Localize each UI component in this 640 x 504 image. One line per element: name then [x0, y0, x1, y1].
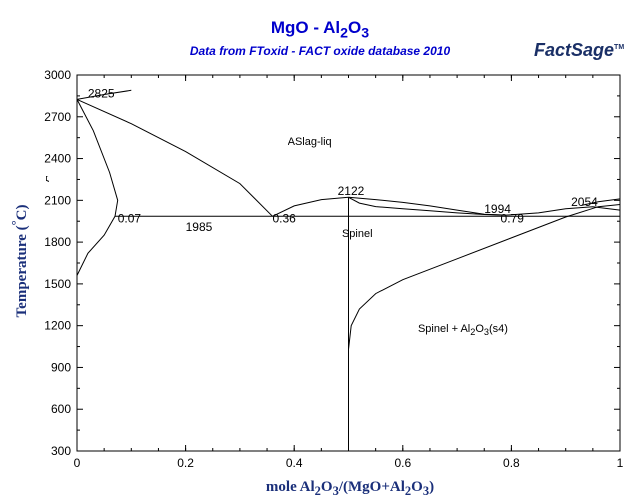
phase-boundary-8 — [76, 89, 132, 100]
chart-title: MgO - Al2O3 — [270, 18, 370, 42]
y-tick-label: 2700 — [44, 110, 71, 124]
x-tick-label: 0.6 — [394, 456, 411, 470]
y-tick-label: 300 — [51, 444, 71, 458]
y-tick-label: 2100 — [44, 193, 71, 207]
phase-boundary-7 — [76, 99, 119, 276]
point-annotation: 2825 — [88, 86, 115, 100]
point-annotation: 2122 — [338, 184, 365, 198]
x-tick-label: 0 — [74, 456, 81, 470]
region-label: AMonoxide — [46, 176, 52, 182]
region-labels: ASlag-liq Spinel Spinel + Al2O3(s4) AMonoxi… — [46, 86, 598, 337]
y-tick-label: 1800 — [44, 235, 71, 249]
y-tick-label: 3000 — [44, 68, 71, 82]
logo-text: FactSage — [534, 40, 615, 60]
phase-boundary-1 — [76, 98, 273, 217]
point-annotation: 0.36 — [272, 212, 296, 226]
y-axis-label: Temperature (°C) — [9, 204, 30, 318]
point-annotation: 0.79 — [501, 212, 525, 226]
phase-boundary-4 — [348, 204, 621, 350]
y-tick-label: 900 — [51, 360, 71, 374]
y-tick-label: 600 — [51, 402, 71, 416]
axis-ticks: 0 0.2 0.4 0.6 0.8 1 300 600 900 1200 1500 1800 2100 2… — [44, 68, 623, 470]
phase-boundary-2 — [272, 196, 621, 217]
point-annotation: 2054 — [571, 195, 598, 209]
region-label: Spinel — [342, 228, 373, 240]
phase-boundary-3 — [348, 196, 507, 216]
x-tick-label: 1 — [617, 456, 624, 470]
phase-boundary-9 — [581, 198, 621, 206]
x-tick-label: 0.4 — [286, 456, 303, 470]
logo-mark: TM — [614, 44, 625, 51]
x-tick-label: 0.2 — [177, 456, 194, 470]
y-tick-label: 1200 — [44, 319, 71, 333]
point-annotation: 1985 — [186, 220, 213, 234]
point-annotation: 1994 — [484, 202, 511, 216]
phase-boundaries — [76, 89, 621, 451]
y-tick-label: 2400 — [44, 152, 71, 166]
region-label: ASlag-liq — [288, 136, 332, 148]
y-tick-label: 1500 — [44, 277, 71, 291]
point-annotation: 0.07 — [118, 212, 142, 226]
factsage-logo: FactSageTM — [534, 40, 624, 61]
x-axis-label: mole Al2O3/(MgO+Al2O3) — [265, 479, 435, 498]
region-label: Spinel + Al2O3(s4) — [418, 323, 508, 337]
chart-subtitle: Data from FToxid - FACT oxide database 2… — [189, 44, 451, 58]
x-tick-label: 0.8 — [503, 456, 520, 470]
